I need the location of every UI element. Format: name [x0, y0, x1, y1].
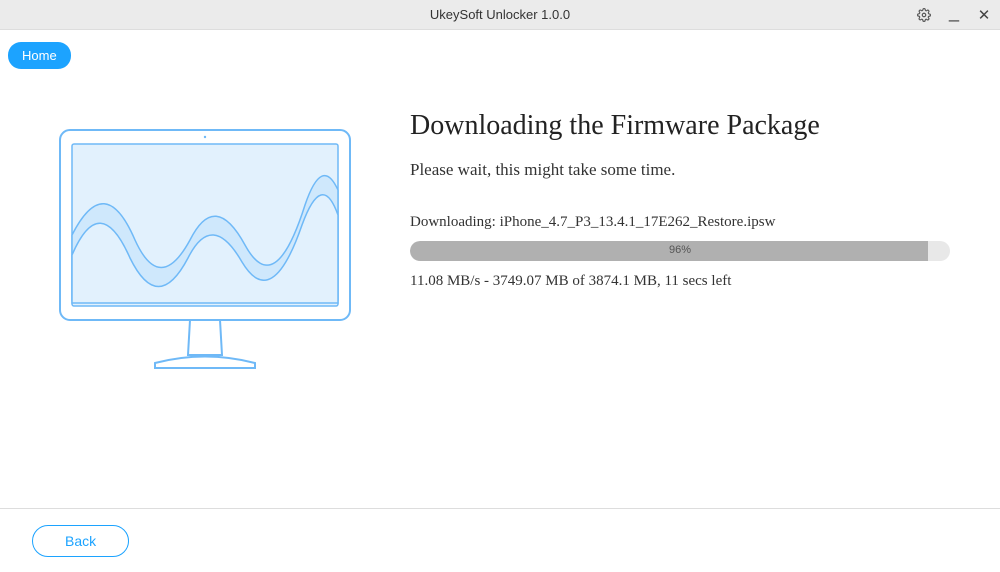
window-title: UkeySoft Unlocker 1.0.0	[430, 7, 570, 22]
minimize-icon[interactable]: _	[946, 7, 962, 17]
window-controls: _ ✕	[916, 0, 992, 29]
home-button[interactable]: Home	[8, 42, 71, 69]
monitor-illustration	[20, 110, 370, 380]
settings-icon[interactable]	[916, 8, 932, 22]
close-icon[interactable]: ✕	[976, 6, 992, 24]
download-panel: Downloading the Firmware Package Please …	[370, 110, 980, 380]
download-stats: 11.08 MB/s - 3749.07 MB of 3874.1 MB, 11…	[410, 273, 950, 290]
footer: Back	[0, 508, 1000, 572]
content-area: Downloading the Firmware Package Please …	[0, 110, 1000, 380]
download-filename: iPhone_4.7_P3_13.4.1_17E262_Restore.ipsw	[500, 214, 776, 230]
progress-percent-label: 96%	[410, 244, 950, 256]
page-heading: Downloading the Firmware Package	[410, 110, 950, 142]
progress-bar: 96%	[410, 241, 950, 261]
titlebar: UkeySoft Unlocker 1.0.0 _ ✕	[0, 0, 1000, 30]
back-button[interactable]: Back	[32, 525, 129, 557]
download-prefix: Downloading:	[410, 214, 500, 230]
page-subheading: Please wait, this might take some time.	[410, 160, 950, 180]
download-file-label: Downloading: iPhone_4.7_P3_13.4.1_17E262…	[410, 214, 950, 231]
